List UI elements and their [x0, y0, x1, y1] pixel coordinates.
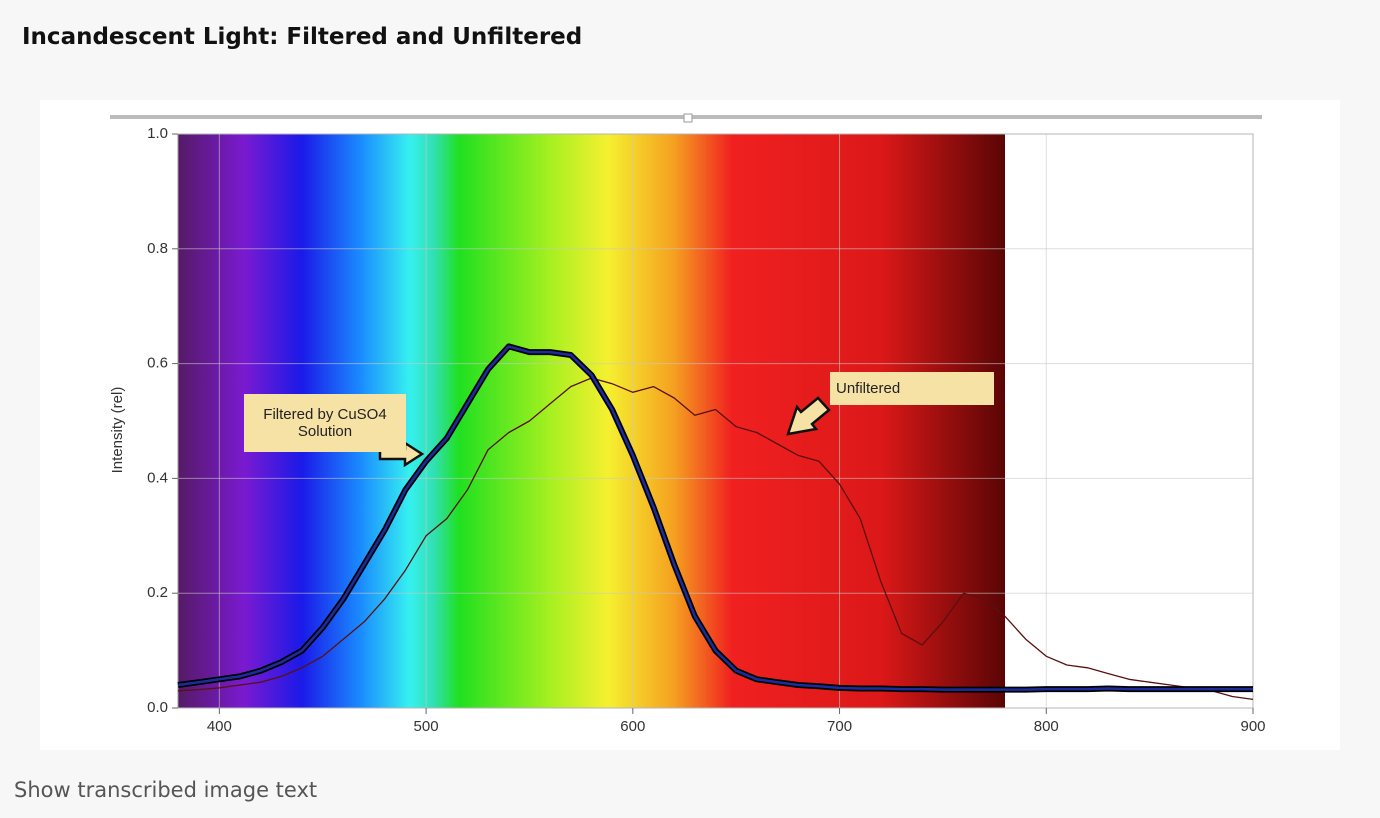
x-tick-label: 500 — [414, 718, 439, 735]
y-axis-label: Intensity (rel) — [109, 387, 126, 474]
transcribed-text-link[interactable]: Show transcribed image text — [14, 778, 318, 802]
line — [177, 345, 1253, 691]
arrow — [786, 396, 831, 436]
y-tick-label: 1.0 — [147, 125, 168, 142]
page-title: Incandescent Light: Filtered and Unfilte… — [22, 24, 583, 50]
x-tick-label: 800 — [1034, 718, 1059, 735]
x-tick-label: 900 — [1240, 718, 1265, 735]
y-tick-label: 0.0 — [147, 699, 168, 716]
y-tick-label: 0.6 — [147, 355, 168, 372]
x-tick-label: 600 — [620, 718, 645, 735]
line — [177, 377, 1254, 701]
x-tick-label: 700 — [827, 718, 852, 735]
y-tick-label: 0.8 — [147, 240, 168, 257]
plot: 0.0 0.2 0.4 0.6 0.8 1.0 400 500 600 700 800 900 — [147, 125, 1265, 735]
x-tick-label: 400 — [207, 718, 232, 735]
y-tick-label: 0.2 — [147, 584, 168, 601]
annotation: Filtered by CuSO4 Solution — [244, 394, 406, 452]
y-tick-label: 0.4 — [147, 469, 168, 486]
handle — [683, 113, 693, 123]
annotation: Unfiltered — [830, 372, 994, 405]
